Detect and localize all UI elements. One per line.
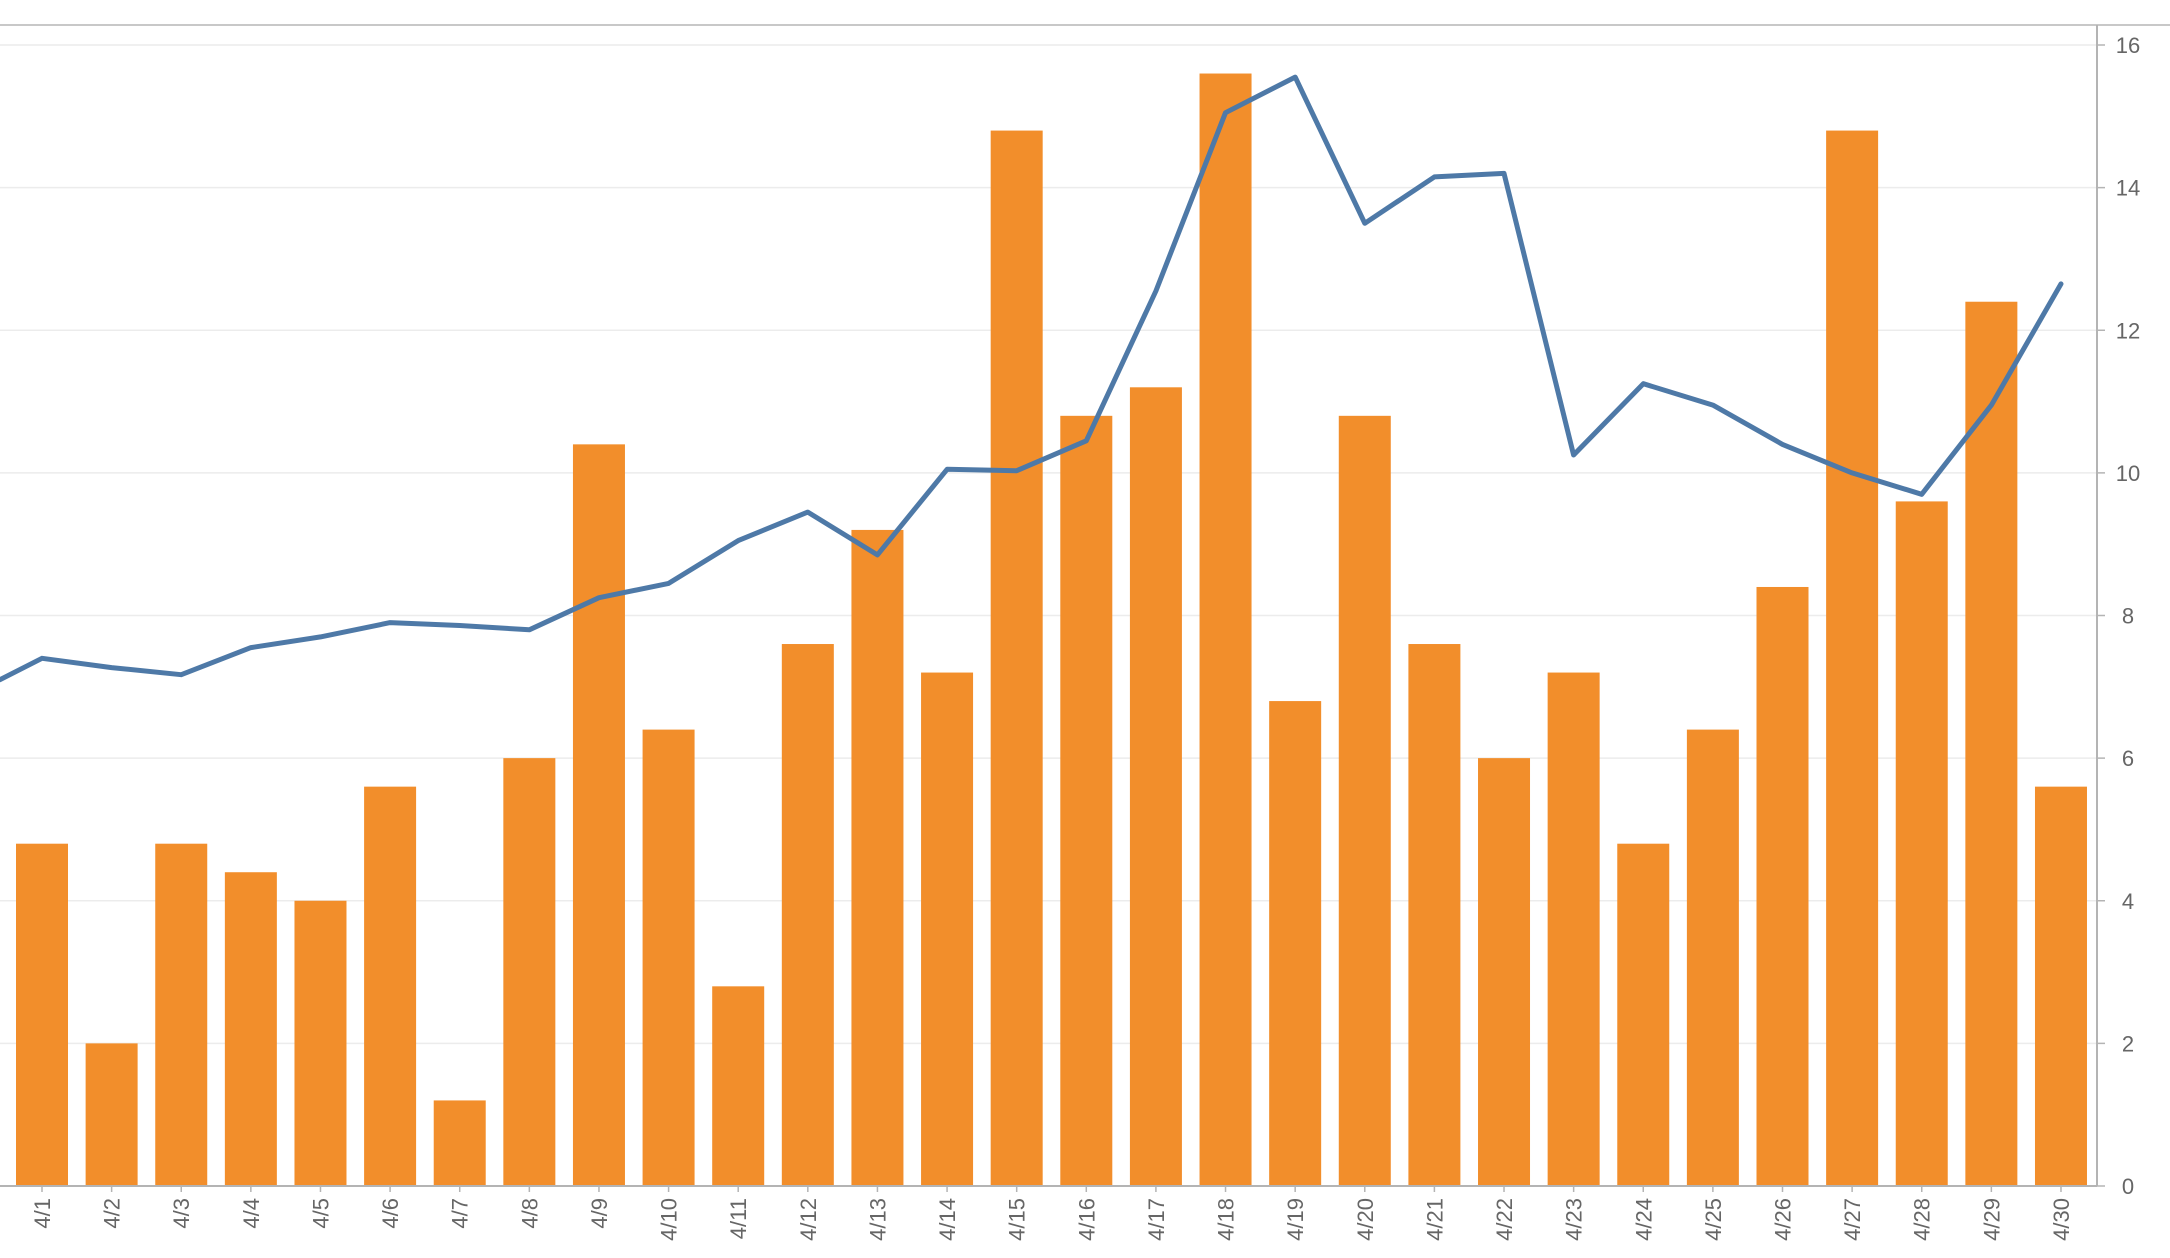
bar-4-7 xyxy=(433,1100,486,1186)
x-tick-label: 4/1 xyxy=(30,1198,55,1229)
x-tick-label: 4/15 xyxy=(1005,1198,1030,1241)
line-layer xyxy=(0,74,2064,683)
bar-4-13 xyxy=(851,529,904,1186)
axis-layer xyxy=(0,24,2170,1187)
x-tick-label: 4/30 xyxy=(2049,1198,2074,1241)
bar-4-9 xyxy=(572,444,625,1187)
bar-4-26 xyxy=(1756,586,1809,1186)
x-tick-label: 4/16 xyxy=(1074,1198,1099,1241)
x-tick-label: 4/3 xyxy=(169,1198,194,1229)
bar-4-28 xyxy=(1895,501,1948,1186)
x-tick-label: 4/28 xyxy=(1910,1198,1935,1241)
x-tick-label: 4/20 xyxy=(1353,1198,1378,1241)
bar-4-23 xyxy=(1547,672,1600,1186)
y-axis-ticks: 0 2 4 6 8 10 12 14 16 xyxy=(2097,33,2140,1199)
x-tick-label: 4/8 xyxy=(517,1198,542,1229)
x-tick-label: 4/6 xyxy=(378,1198,403,1229)
bar-4-21 xyxy=(1408,644,1461,1186)
y-tick-label: 0 xyxy=(2122,1174,2134,1199)
bar-4-18 xyxy=(1199,73,1252,1186)
x-tick-label: 4/10 xyxy=(657,1198,682,1241)
bar-4-2 xyxy=(85,1043,138,1186)
bar-4-1 xyxy=(16,843,68,1186)
bar-4-5 xyxy=(294,900,347,1186)
x-tick-label: 4/5 xyxy=(309,1198,334,1229)
y-tick-label: 4 xyxy=(2122,889,2134,914)
line-series xyxy=(0,74,2064,683)
x-tick-label: 4/29 xyxy=(1979,1198,2004,1241)
bar-4-29 xyxy=(1965,301,2018,1187)
x-tick-label: 4/25 xyxy=(1701,1198,1726,1241)
bar-4-30 xyxy=(2034,786,2087,1186)
x-tick-label: 4/19 xyxy=(1283,1198,1308,1241)
bar-4-27 xyxy=(1826,130,1879,1187)
bar-4-4 xyxy=(224,872,277,1186)
y-tick-label: 6 xyxy=(2122,746,2134,771)
x-tick-label: 4/24 xyxy=(1631,1198,1656,1241)
x-tick-label: 4/11 xyxy=(726,1198,751,1239)
x-tick-label: 4/27 xyxy=(1840,1198,1865,1241)
x-tick-label: 4/23 xyxy=(1562,1198,1587,1241)
x-axis-ticks: 4/1 4/2 4/3 4/4 4/5 4/6 4/7 4/8 4/9 4/10 4/11 4/12 4… xyxy=(30,1186,2074,1241)
x-tick-label: 4/22 xyxy=(1492,1198,1517,1241)
x-tick-label: 4/4 xyxy=(239,1198,264,1229)
x-tick-label: 4/18 xyxy=(1214,1198,1239,1241)
grid-layer xyxy=(0,44,2097,1045)
y-tick-label: 16 xyxy=(2116,33,2140,58)
x-tick-label: 4/26 xyxy=(1771,1198,1796,1241)
bar-4-24 xyxy=(1617,843,1670,1186)
bar-4-20 xyxy=(1338,415,1391,1186)
bar-layer xyxy=(16,73,2087,1187)
x-tick-label: 4/17 xyxy=(1144,1198,1169,1241)
x-tick-label: 4/14 xyxy=(935,1198,960,1241)
y-tick-label: 14 xyxy=(2116,176,2140,201)
y-tick-label: 10 xyxy=(2116,461,2140,486)
bar-4-25 xyxy=(1686,729,1739,1186)
x-tick-label: 4/21 xyxy=(1422,1198,1447,1241)
bar-4-19 xyxy=(1269,701,1322,1186)
y-tick-label: 12 xyxy=(2116,318,2140,343)
bar-4-16 xyxy=(1060,415,1113,1186)
x-tick-label: 4/13 xyxy=(865,1198,890,1241)
x-tick-label: 4/12 xyxy=(796,1198,821,1241)
x-tick-label: 4/2 xyxy=(100,1198,125,1229)
bar-4-8 xyxy=(503,758,556,1186)
y-tick-label: 8 xyxy=(2122,604,2134,629)
bar-4-14 xyxy=(921,672,974,1186)
bar-4-15 xyxy=(990,130,1043,1187)
bar-4-6 xyxy=(364,786,417,1186)
y-tick-label: 2 xyxy=(2122,1031,2134,1056)
bar-4-17 xyxy=(1129,387,1182,1186)
bar-4-22 xyxy=(1478,758,1531,1186)
bar-4-12 xyxy=(781,644,834,1186)
bar-4-10 xyxy=(642,729,695,1186)
bar-4-11 xyxy=(712,986,765,1186)
x-tick-label: 4/9 xyxy=(587,1198,612,1229)
bar-4-3 xyxy=(155,843,208,1186)
x-tick-label: 4/7 xyxy=(448,1198,473,1229)
